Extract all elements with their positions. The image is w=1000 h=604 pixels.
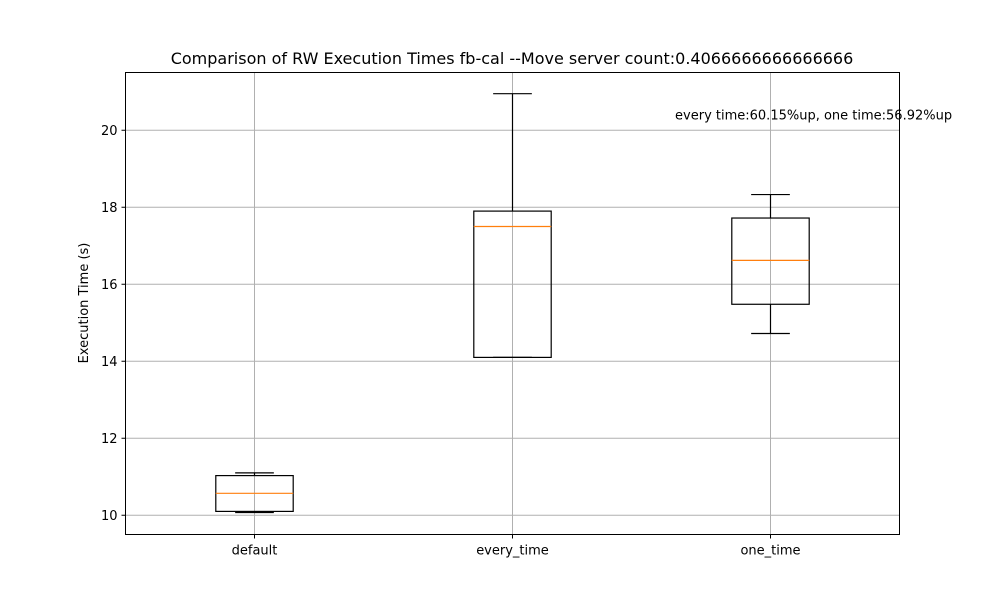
x-tick-label: default <box>232 544 278 559</box>
axis-ticks: 10 12 14 16 18 20 default every_time one_time <box>101 124 801 559</box>
x-tick-label: one_time <box>740 544 800 559</box>
chart-title: Comparison of RW Execution Times fb-cal … <box>171 49 854 68</box>
y-axis-label: Execution Time (s) <box>77 243 92 364</box>
y-tick-label: 14 <box>101 355 118 370</box>
box-one_time <box>731 193 810 335</box>
y-tick-label: 18 <box>101 201 118 216</box>
annotation-text: every time:60.15%up, one time:56.92%up <box>675 108 952 123</box>
x-tick-label: every_time <box>476 544 549 559</box>
box-default <box>215 472 294 514</box>
box-iqr <box>473 210 552 359</box>
y-tick-label: 12 <box>101 432 118 447</box>
box-every_time <box>473 93 552 359</box>
y-tick-label: 10 <box>101 509 118 524</box>
y-tick-label: 16 <box>101 278 118 293</box>
boxes <box>215 93 810 514</box>
box-iqr <box>731 217 810 305</box>
y-tick-label: 20 <box>101 124 118 139</box>
